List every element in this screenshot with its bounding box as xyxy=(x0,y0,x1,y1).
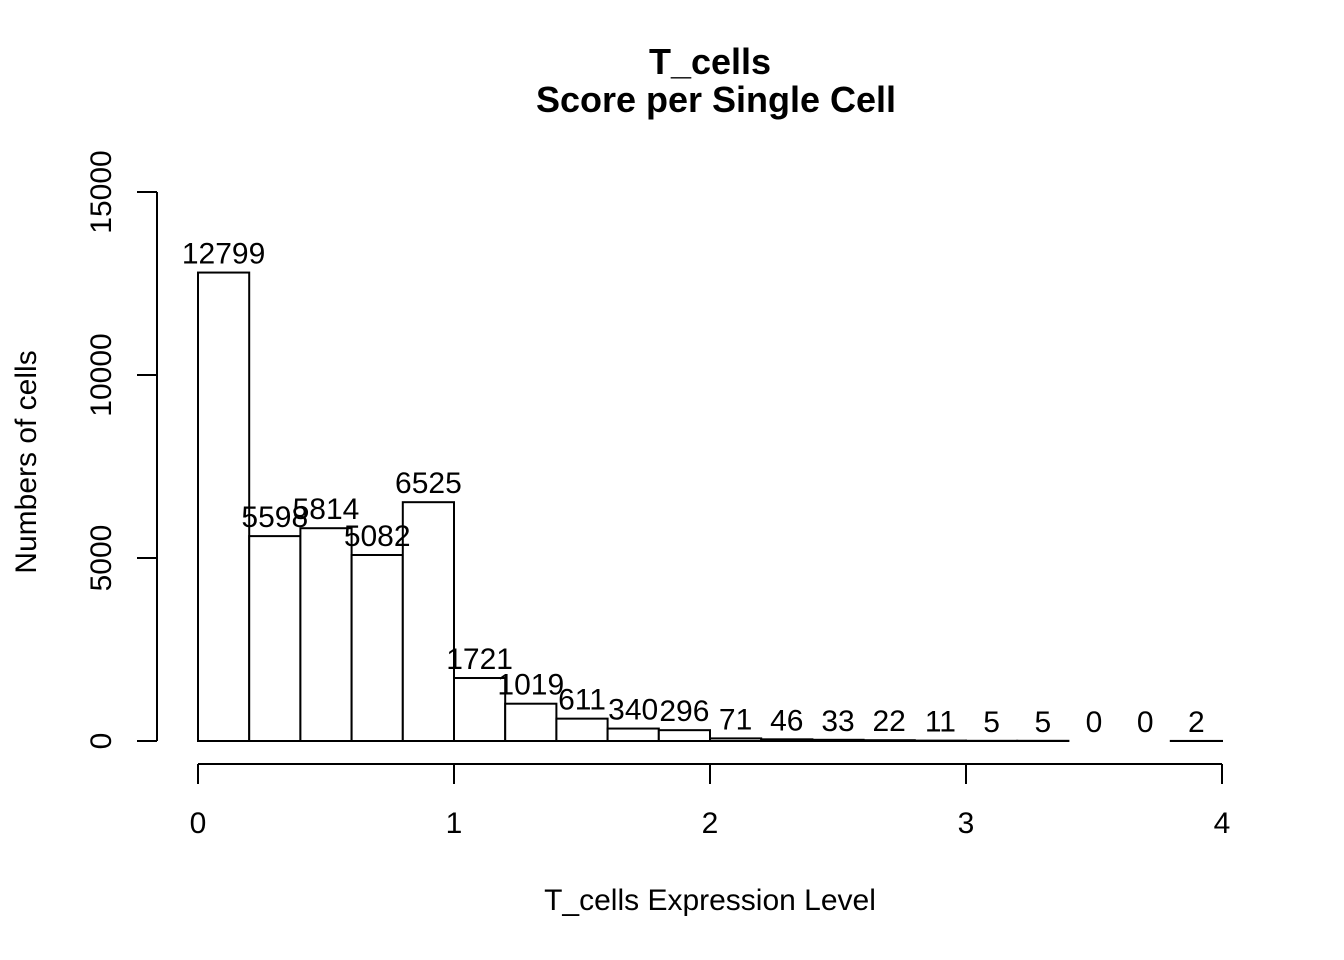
bar-value-label: 1019 xyxy=(497,669,564,702)
bar-value-label: 71 xyxy=(719,703,752,736)
histogram-bar xyxy=(248,535,302,743)
bar-value-label: 0 xyxy=(1137,706,1154,739)
histogram-bar xyxy=(197,271,251,742)
y-tick-label: 0 xyxy=(85,733,118,750)
bar-value-label: 46 xyxy=(770,704,803,737)
chart-subtitle: Score per Single Cell xyxy=(536,79,896,120)
histogram-bar xyxy=(504,702,558,742)
bar-value-label: 5 xyxy=(1034,706,1051,739)
bar-value-label: 22 xyxy=(873,705,906,738)
bar-value-label: 12799 xyxy=(182,238,265,271)
bar-value-label: 340 xyxy=(608,694,658,727)
y-axis-label: Numbers of cells xyxy=(10,350,43,573)
histogram-bar xyxy=(350,553,404,742)
histogram-bar xyxy=(657,729,711,742)
x-tick-label: 0 xyxy=(190,807,207,840)
histogram-bar xyxy=(760,738,814,743)
y-tick-label: 10000 xyxy=(85,333,118,416)
bar-value-label: 5814 xyxy=(293,493,360,526)
bar-value-label: 6525 xyxy=(395,467,462,500)
bar-value-label: 5082 xyxy=(344,520,411,553)
y-tick-label: 5000 xyxy=(85,525,118,592)
y-tick-label: 15000 xyxy=(85,150,118,233)
histogram-bar xyxy=(811,738,865,742)
x-axis-label: T_cells Expression Level xyxy=(544,884,876,917)
x-tick-label: 1 xyxy=(446,807,463,840)
chart-title: T_cells xyxy=(649,41,771,82)
bar-value-label: 5598 xyxy=(241,501,308,534)
x-tick-label: 4 xyxy=(1214,807,1231,840)
bar-value-label: 296 xyxy=(659,695,709,728)
histogram-bar xyxy=(555,717,609,742)
x-tick-label: 3 xyxy=(958,807,975,840)
x-tick-label: 2 xyxy=(702,807,719,840)
histogram-bar xyxy=(709,737,763,743)
x-axis: 0 1 2 3 4 xyxy=(190,763,1231,840)
bar-value-label: 33 xyxy=(821,705,854,738)
histogram-bar xyxy=(606,727,660,743)
bar-value-label: 0 xyxy=(1086,706,1103,739)
y-axis: 0 5000 10000 15000 xyxy=(85,150,158,750)
histogram-bar xyxy=(401,501,455,742)
histogram-bar xyxy=(299,527,353,742)
bar-value-label: 1721 xyxy=(446,643,513,676)
bars-group xyxy=(197,271,1224,743)
bar-value-label: 2 xyxy=(1188,706,1205,739)
bar-value-label: 5 xyxy=(983,706,1000,739)
bar-value-label: 611 xyxy=(558,684,606,717)
bar-value-label: 11 xyxy=(925,706,956,739)
histogram-bar xyxy=(862,739,916,743)
histogram-bar xyxy=(453,677,507,743)
